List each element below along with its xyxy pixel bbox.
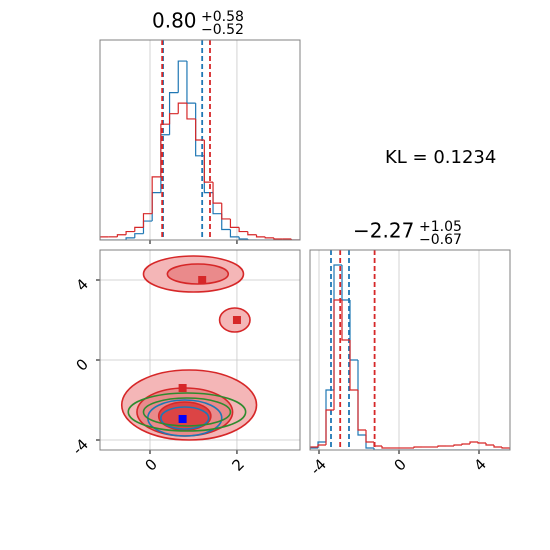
histogram-step <box>255 234 266 238</box>
histogram-step <box>485 443 494 446</box>
histogram-step <box>469 441 478 444</box>
histogram-step <box>493 445 502 448</box>
histogram-step <box>212 182 222 204</box>
histogram-step <box>477 442 486 444</box>
title-lower: −0.67 <box>419 232 462 248</box>
histogram-step <box>264 236 274 239</box>
histogram-step <box>142 213 153 228</box>
histogram-step <box>177 102 187 114</box>
histogram-step <box>221 203 231 220</box>
contour <box>142 397 232 427</box>
contour <box>166 263 230 285</box>
panel-title: −2.27 <box>353 219 414 243</box>
axes-frame <box>99 249 301 451</box>
histogram-step <box>229 229 240 238</box>
y-tick-label: 0 <box>73 355 92 374</box>
histogram-step <box>238 236 248 240</box>
histogram-step <box>134 226 144 232</box>
x-tick-label: 2 <box>228 455 247 474</box>
x-tick-label: 4 <box>471 455 490 474</box>
histogram-step <box>310 446 318 450</box>
histogram-step <box>349 340 358 391</box>
marker <box>232 316 241 324</box>
histogram-step <box>186 61 196 104</box>
x-tick-label: 0 <box>391 455 410 474</box>
histogram-step <box>186 103 196 120</box>
histogram-step <box>373 448 382 450</box>
histogram-step <box>125 230 135 235</box>
histogram-step <box>461 443 470 445</box>
x-tick-label: 0 <box>142 455 161 474</box>
histogram-step <box>365 430 374 443</box>
histogram-step <box>247 231 257 236</box>
histogram-step <box>349 300 358 361</box>
histogram-step <box>168 113 179 125</box>
contour <box>160 406 210 430</box>
panel <box>310 250 510 450</box>
histogram-step <box>203 140 214 183</box>
histogram-step <box>310 447 318 450</box>
histogram-step <box>357 360 366 436</box>
y-tick-label: -4 <box>69 435 92 458</box>
kl-annotation: KL = 0.1234 <box>385 147 496 168</box>
panel <box>100 40 300 240</box>
histogram-step <box>151 176 161 214</box>
title-upper: +1.05 <box>419 219 462 235</box>
histogram-step <box>100 236 109 240</box>
axes-frame <box>99 39 301 241</box>
panel-title: 0.80 <box>152 9 197 33</box>
contour <box>127 392 247 432</box>
marker <box>178 384 187 392</box>
histogram-step <box>341 300 350 341</box>
histogram-step <box>453 444 462 446</box>
histogram-step <box>290 238 300 240</box>
histogram-step <box>381 446 390 449</box>
histogram-step <box>151 192 161 222</box>
histogram-step <box>325 389 334 442</box>
histogram-step <box>160 123 170 177</box>
histogram-step <box>203 155 214 194</box>
histogram-step <box>357 390 366 431</box>
marker <box>198 276 207 284</box>
histogram-step <box>501 447 510 450</box>
histogram-step <box>238 227 248 233</box>
histogram-step <box>273 237 283 240</box>
histogram-step <box>229 218 240 228</box>
histogram-step <box>317 444 326 447</box>
histogram-step <box>437 445 446 447</box>
histogram-step <box>125 237 135 240</box>
y-tick-label: 4 <box>73 275 92 294</box>
title-upper: +0.58 <box>201 9 244 25</box>
histogram-step <box>221 213 231 231</box>
x-tick-label: -4 <box>307 455 330 478</box>
histogram-step <box>142 220 153 234</box>
histogram-step <box>116 234 127 237</box>
axes-frame <box>309 249 511 451</box>
histogram-step <box>195 118 205 141</box>
marker <box>178 415 187 423</box>
histogram-step <box>247 238 257 240</box>
histogram-step <box>413 446 422 448</box>
panel <box>100 250 300 450</box>
title-lower: −0.52 <box>201 22 244 38</box>
histogram-step <box>325 409 334 445</box>
histogram-step <box>177 60 187 93</box>
histogram-step <box>134 233 144 238</box>
